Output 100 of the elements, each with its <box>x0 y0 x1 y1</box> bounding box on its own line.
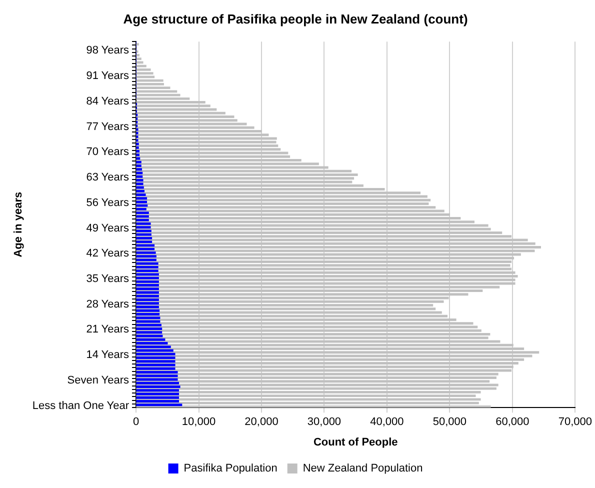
x-axis-title: Count of People <box>313 436 398 448</box>
bar <box>136 351 540 354</box>
bar <box>136 240 152 244</box>
y-tick-label: Seven Years <box>67 374 130 386</box>
bar <box>136 328 162 330</box>
bar <box>136 190 145 192</box>
bar <box>136 198 431 202</box>
y-tick-label: 21 Years <box>86 324 130 336</box>
bar <box>136 226 151 229</box>
bar <box>136 218 149 222</box>
bar <box>136 164 142 167</box>
bar <box>136 175 143 178</box>
bar <box>136 236 152 240</box>
bar <box>136 276 159 280</box>
y-axis-title: Age in years <box>12 192 25 258</box>
bar <box>136 246 542 248</box>
bar <box>136 157 140 160</box>
bar <box>136 58 142 60</box>
bar <box>136 280 159 283</box>
y-tick-label: 14 Years <box>86 349 130 362</box>
bar <box>136 178 144 182</box>
bar <box>136 396 180 399</box>
bar <box>136 338 166 341</box>
bar <box>136 174 358 176</box>
y-tick-label: 35 Years <box>86 272 130 285</box>
bar <box>136 204 148 207</box>
bar <box>136 382 180 384</box>
bar <box>136 288 159 290</box>
legend-label: New Zealand Population <box>302 462 423 475</box>
bar <box>136 332 490 336</box>
bar <box>136 346 171 348</box>
bar <box>136 405 491 408</box>
x-tick-label: 0 <box>132 416 140 428</box>
bar <box>136 309 160 312</box>
y-tick-label: Less than One Year <box>32 400 130 412</box>
bar <box>136 43 139 46</box>
bar <box>136 364 176 366</box>
bar <box>136 389 180 392</box>
y-tick-label: 49 Years <box>86 222 130 234</box>
bar <box>136 255 156 258</box>
bar <box>136 387 496 390</box>
bar <box>136 374 178 378</box>
y-tick-label: 98 Years <box>86 44 130 57</box>
y-tick-label: 42 Years <box>86 248 130 260</box>
bar <box>136 264 510 267</box>
bar <box>136 284 159 287</box>
bar <box>136 215 149 218</box>
y-tick-label: 63 Years <box>86 172 130 184</box>
x-tick-label: 50,000 <box>432 416 467 428</box>
bar <box>136 384 498 386</box>
bar <box>136 68 151 71</box>
bar <box>136 61 144 64</box>
bar <box>136 271 516 274</box>
bar <box>136 356 176 360</box>
bar <box>136 316 160 320</box>
bar <box>136 313 160 316</box>
bar <box>136 251 156 254</box>
bar <box>136 322 474 325</box>
bar <box>136 258 156 262</box>
bar <box>136 378 178 381</box>
bar <box>136 398 481 401</box>
y-tick-label: 70 Years <box>86 146 130 158</box>
bar <box>136 275 518 278</box>
bar <box>136 306 159 308</box>
y-tick-label: 91 Years <box>86 70 130 82</box>
bar <box>136 186 144 189</box>
bar <box>136 349 174 352</box>
bar <box>136 260 512 263</box>
bar <box>136 193 146 196</box>
bar <box>136 369 512 372</box>
bar <box>136 278 516 282</box>
chart-title: Age structure of Pasifika people in New Zealand (count) <box>123 11 468 26</box>
bar <box>136 54 140 56</box>
bar <box>136 79 164 82</box>
bar <box>136 160 142 164</box>
bar <box>136 152 288 154</box>
bar <box>136 273 159 276</box>
bar <box>136 360 176 363</box>
x-tick-label: 70,000 <box>558 416 592 428</box>
x-tick-label: 60,000 <box>496 416 530 428</box>
legend-label: Pasifika Population <box>184 462 278 475</box>
bar <box>136 270 158 272</box>
bar <box>136 302 159 305</box>
bar <box>136 200 148 204</box>
x-tick-label: 40,000 <box>370 416 404 428</box>
bar <box>136 367 176 370</box>
bar <box>136 150 140 152</box>
bar <box>136 331 162 334</box>
x-tick-label: 20,000 <box>244 416 278 428</box>
bar <box>136 144 278 148</box>
bar <box>136 90 178 93</box>
bar <box>136 324 162 326</box>
bar <box>136 137 277 140</box>
bar <box>136 212 149 214</box>
bar <box>136 172 143 174</box>
bar <box>136 177 354 180</box>
bar <box>136 294 159 298</box>
y-tick-label: 84 Years <box>86 95 130 108</box>
y-tick-label: 77 Years <box>86 120 130 133</box>
bar <box>136 291 159 294</box>
